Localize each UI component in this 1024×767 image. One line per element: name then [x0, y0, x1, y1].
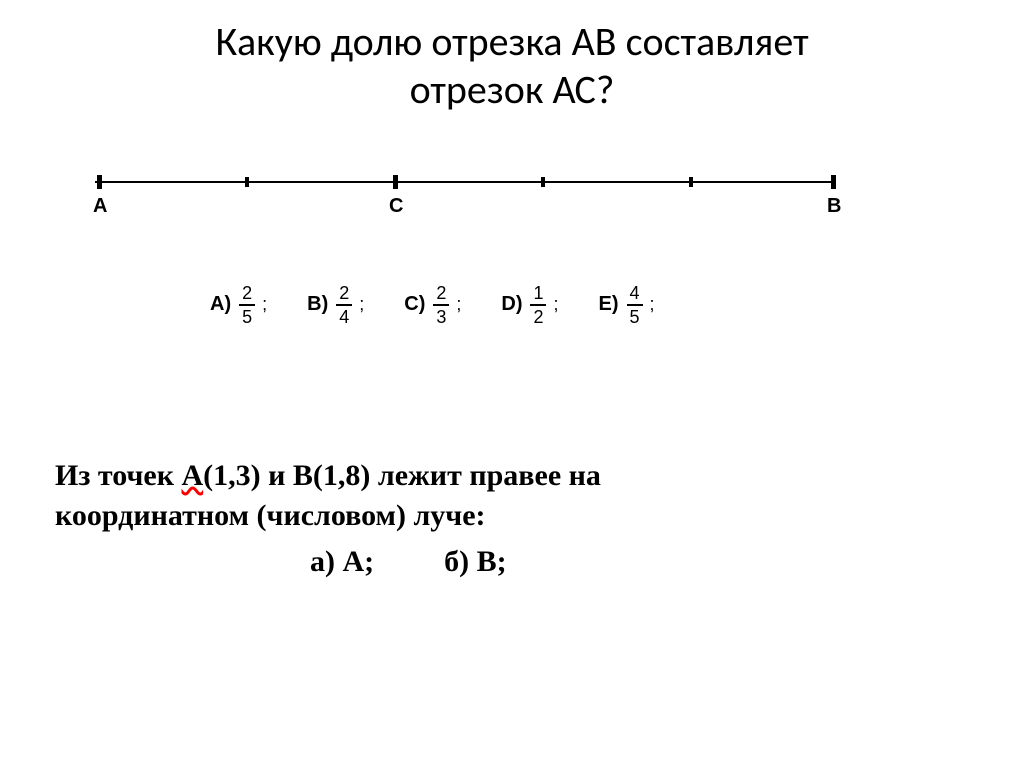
fraction-bar — [530, 304, 546, 306]
answer-option: B)24; — [307, 284, 364, 326]
answer-options-row: A)25;B)24;C)23;D)12;E)45; — [210, 284, 1024, 326]
q2-prefix: Из точек — [55, 459, 181, 492]
question-2-text: Из точек А(1,3) и В(1,8) лежит правее на… — [55, 456, 1024, 537]
tick-mark — [245, 177, 249, 187]
fraction-numerator: 2 — [436, 284, 446, 302]
fraction: 24 — [336, 284, 352, 326]
q2-line2: координатном (числовом) луче: — [55, 499, 486, 532]
title-line1: Какую долю отрезка АВ составляет — [0, 18, 1024, 66]
fraction-denominator: 3 — [436, 308, 446, 326]
fraction-numerator: 1 — [533, 284, 543, 302]
tick-mark — [541, 177, 545, 187]
fraction-bar — [239, 304, 255, 306]
number-line — [95, 181, 835, 183]
question-2-options: а) А; б) В; — [310, 545, 1024, 579]
point-label-b: B — [827, 195, 841, 218]
semicolon: ; — [359, 294, 364, 315]
semicolon: ; — [553, 294, 558, 315]
tick-mark — [689, 177, 693, 187]
point-label-a: A — [93, 195, 107, 218]
fraction-denominator: 5 — [242, 308, 252, 326]
answer-option: A)25; — [210, 284, 267, 326]
q2-after: (1,3) и В(1,8) лежит правее на — [203, 459, 601, 492]
q2-underlined: А — [181, 459, 203, 492]
tick-mark — [393, 175, 398, 189]
option-letter: C) — [404, 293, 425, 316]
fraction-numerator: 2 — [242, 284, 252, 302]
fraction-denominator: 5 — [629, 308, 639, 326]
tick-mark — [831, 175, 836, 189]
fraction: 23 — [433, 284, 449, 326]
option-letter: E) — [599, 293, 619, 316]
fraction: 45 — [627, 284, 643, 326]
option-letter: B) — [307, 293, 328, 316]
semicolon: ; — [456, 294, 461, 315]
fraction-numerator: 2 — [339, 284, 349, 302]
fraction-numerator: 4 — [629, 284, 639, 302]
fraction-bar — [627, 304, 643, 306]
q2-option-b: б) В; — [444, 545, 507, 578]
semicolon: ; — [650, 294, 655, 315]
fraction: 25 — [239, 284, 255, 326]
option-letter: D) — [501, 293, 522, 316]
page-title: Какую долю отрезка АВ составляет отрезок… — [0, 0, 1024, 114]
q2-option-a: а) А; — [310, 545, 374, 578]
fraction-bar — [336, 304, 352, 306]
number-line-diagram: ACB — [95, 169, 835, 249]
answer-option: D)12; — [501, 284, 558, 326]
fraction-denominator: 4 — [339, 308, 349, 326]
tick-mark — [97, 175, 102, 189]
fraction-denominator: 2 — [533, 308, 543, 326]
answer-option: C)23; — [404, 284, 461, 326]
semicolon: ; — [262, 294, 267, 315]
fraction: 12 — [530, 284, 546, 326]
fraction-bar — [433, 304, 449, 306]
point-label-c: C — [389, 195, 403, 218]
option-letter: A) — [210, 293, 231, 316]
title-line2: отрезок АС? — [0, 66, 1024, 114]
answer-option: E)45; — [599, 284, 655, 326]
